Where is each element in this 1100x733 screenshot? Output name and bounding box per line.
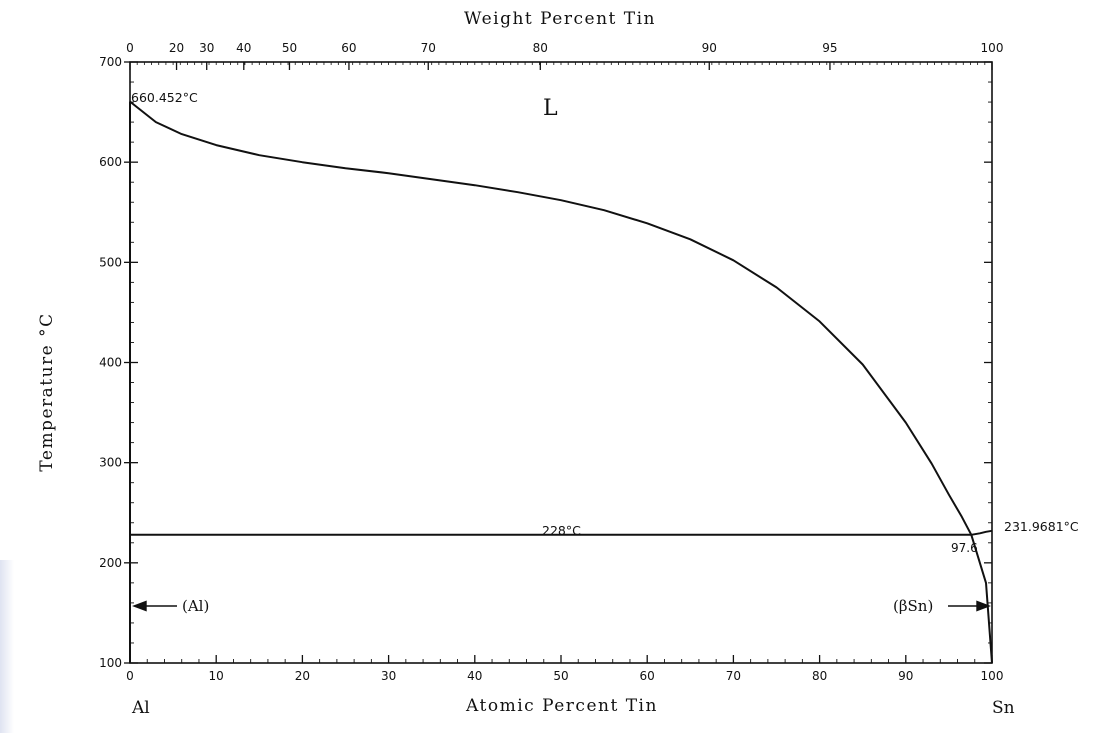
x-tick-label: 50	[553, 669, 568, 683]
x-tick-label: 70	[726, 669, 741, 683]
eutectic-temperature-label: 228°C	[542, 523, 581, 538]
sn-phase-arrow	[948, 600, 991, 612]
y-tick-label: 300	[99, 456, 122, 470]
top-tick-label: 100	[981, 41, 1004, 55]
top-axis-title: Weight Percent Tin	[464, 9, 656, 29]
sn-melting-point-label: 231.9681°C	[1004, 519, 1079, 534]
y-tick-label: 100	[99, 656, 122, 670]
x-tick-label: 80	[812, 669, 827, 683]
eutectic-composition-label: 97.6	[951, 541, 978, 555]
top-tick-label: 90	[702, 41, 717, 55]
y-tick-label: 700	[99, 55, 122, 69]
y-tick-label: 500	[99, 255, 122, 269]
al-melting-point-label: 660.452°C	[131, 90, 198, 105]
top-tick-label: 50	[282, 41, 297, 55]
x-tick-label: 10	[209, 669, 224, 683]
top-tick-label: 30	[199, 41, 214, 55]
top-tick-label: 60	[341, 41, 356, 55]
y-tick-label: 600	[99, 155, 122, 169]
al-phase-label: (Al)	[182, 597, 209, 615]
x-tick-label: 30	[381, 669, 396, 683]
al-phase-arrow	[132, 600, 177, 612]
y-axis-title: Temperature °C	[37, 312, 57, 471]
plot-frame	[129, 61, 993, 664]
top-tick-label: 80	[533, 41, 548, 55]
sn-solvus-line	[970, 534, 993, 664]
sn-phase-label: (βSn)	[893, 597, 933, 615]
top-tick-label: 40	[236, 41, 251, 55]
x-tick-label: 0	[126, 669, 134, 683]
x-tick-label: 20	[295, 669, 310, 683]
sn-element-label: Sn	[992, 698, 1015, 718]
left-edge-shade	[0, 560, 14, 733]
x-tick-label: 100	[981, 669, 1004, 683]
top-tick-label: 95	[822, 41, 837, 55]
y-tick-label: 400	[99, 356, 122, 370]
y-tick-label: 200	[99, 556, 122, 570]
liquid-region-label: L	[543, 96, 558, 121]
top-tick-label: 0	[126, 41, 134, 55]
x-tick-label: 60	[640, 669, 655, 683]
x-axis-title: Atomic Percent Tin	[465, 696, 658, 716]
eutectic-line	[130, 529, 993, 536]
top-tick-label: 20	[169, 41, 184, 55]
al-element-label: Al	[131, 698, 150, 718]
x-tick-label: 90	[898, 669, 913, 683]
top-tick-label: 70	[421, 41, 436, 55]
x-tick-label: 40	[467, 669, 482, 683]
liquidus-curve	[129, 100, 973, 536]
